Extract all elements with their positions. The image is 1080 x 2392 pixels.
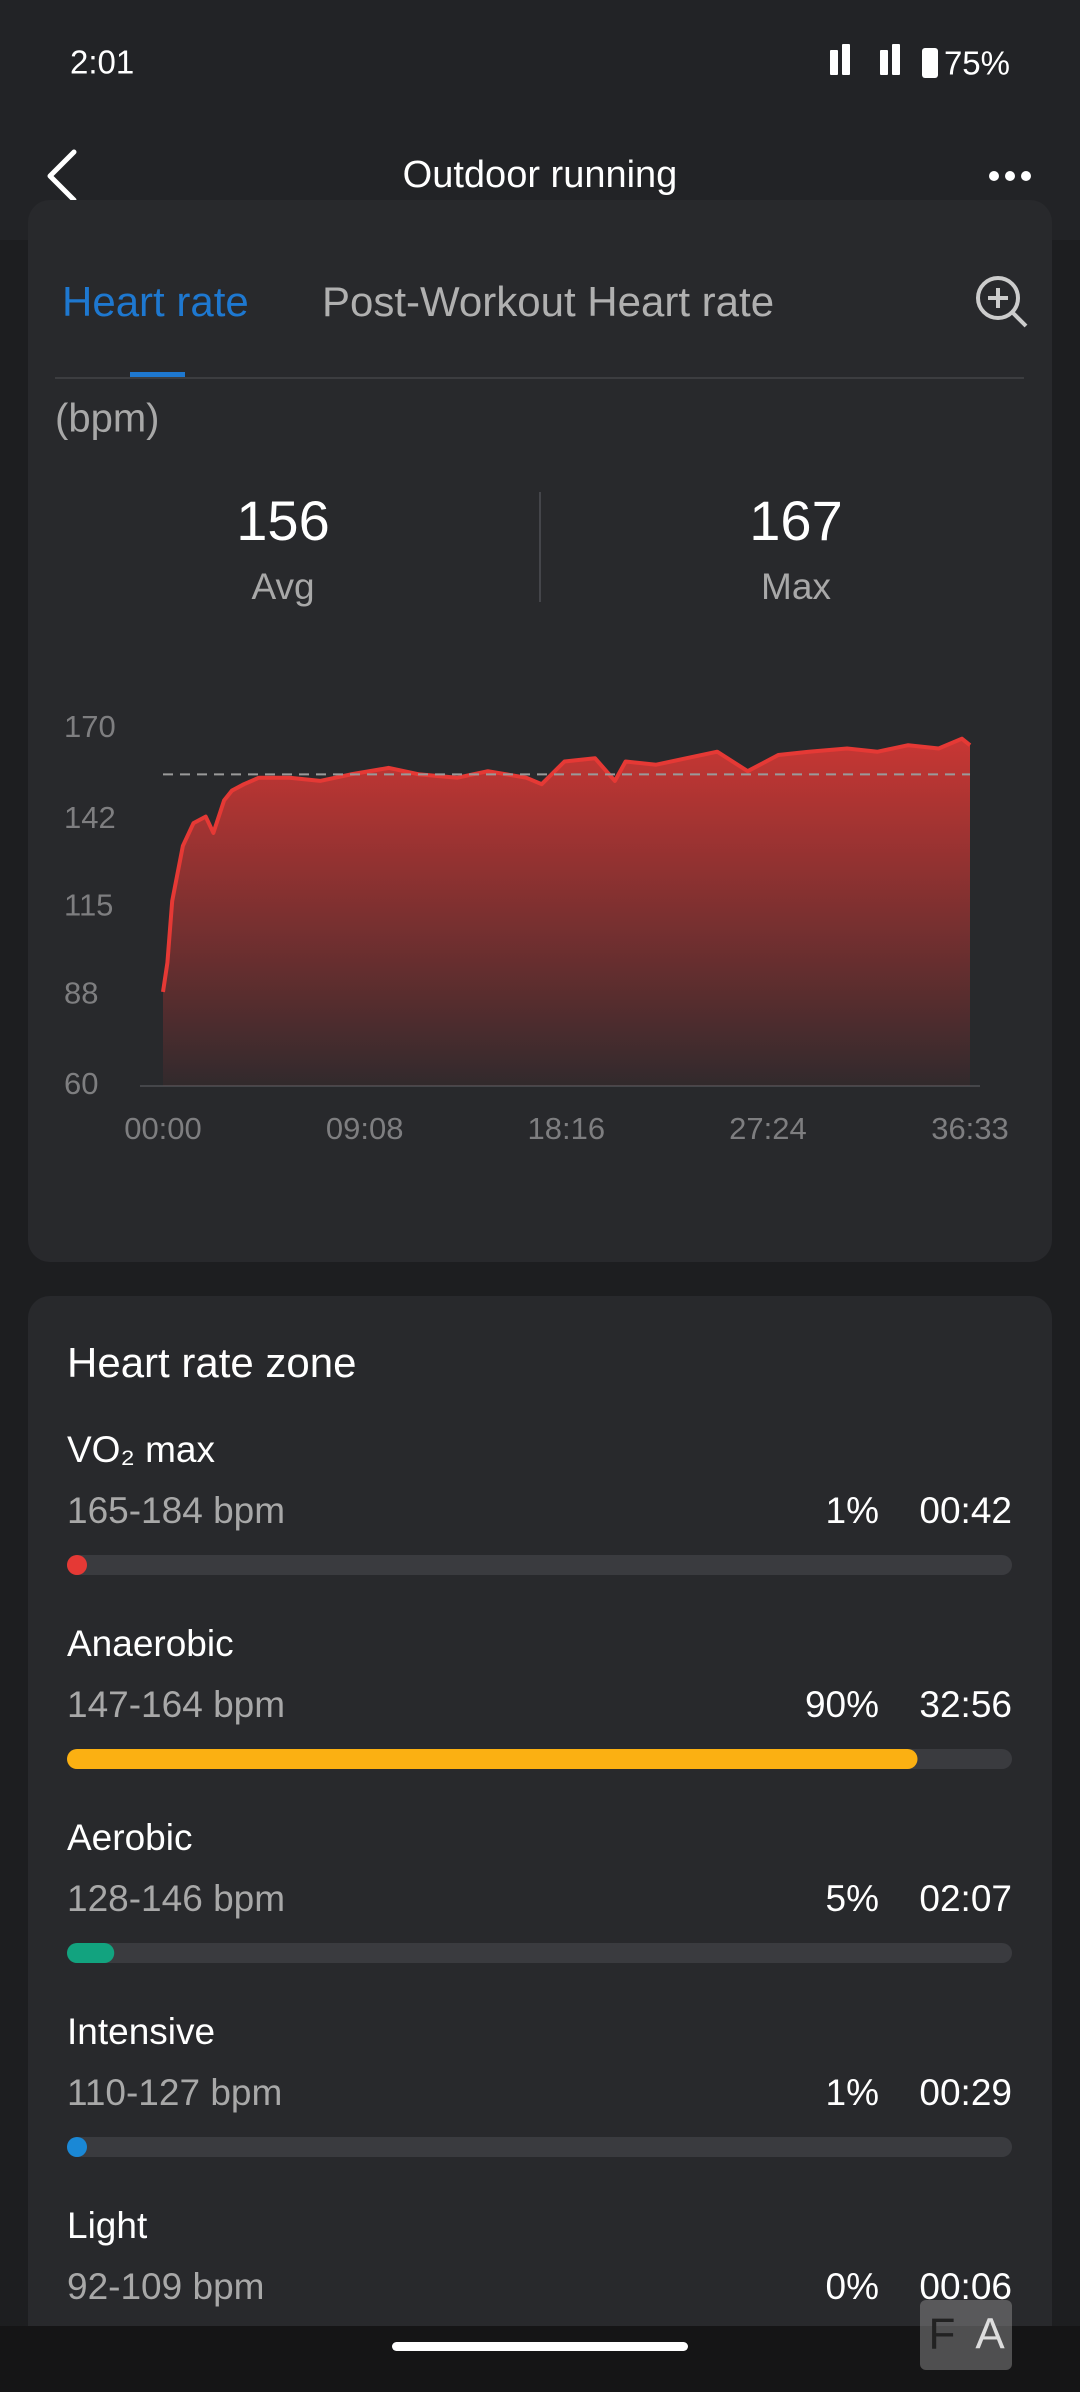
- avg-label: Avg: [251, 566, 314, 607]
- x-tick-label: 09:08: [326, 1111, 404, 1146]
- zone-name: Aerobic: [67, 1817, 192, 1858]
- x-tick-label: 27:24: [729, 1111, 807, 1146]
- dot: [989, 171, 999, 181]
- back-button[interactable]: [47, 149, 77, 203]
- zone-range: 165-184 bpm: [67, 1490, 285, 1531]
- page-title: Outdoor running: [403, 154, 678, 196]
- zone-percent: 1%: [826, 1490, 879, 1531]
- zone-title: Heart rate zone: [67, 1339, 357, 1386]
- zone-time: 02:07: [919, 1878, 1012, 1919]
- battery-icon: [922, 48, 938, 78]
- heart-rate-chart: 60 88 115 142 170 00:00 09:08 18:16 27:24 36:33: [64, 709, 1009, 1146]
- zone-name: VO₂ max: [67, 1429, 216, 1470]
- tab-indicator: [130, 372, 185, 377]
- y-tick-label: 170: [64, 709, 116, 744]
- more-button[interactable]: [989, 171, 1031, 181]
- area-fill: [163, 738, 970, 1086]
- zone-track: [67, 2137, 1012, 2157]
- dot: [1021, 171, 1031, 181]
- tab-active[interactable]: Heart rate: [62, 278, 249, 325]
- zone-bar: [67, 1555, 87, 1575]
- y-tick-label: 115: [64, 888, 113, 923]
- zone-percent: 90%: [805, 1684, 879, 1725]
- watermark: A: [975, 2310, 1005, 2359]
- zone-range: 128-146 bpm: [67, 1878, 285, 1919]
- y-tick-label: 142: [64, 800, 116, 835]
- zone-range: 92-109 bpm: [67, 2266, 264, 2307]
- zone-bar: [67, 2137, 87, 2157]
- max-label: Max: [761, 566, 831, 607]
- signal-icon: [830, 50, 838, 75]
- watermark: F: [929, 2310, 956, 2359]
- x-tick-label: 00:00: [124, 1111, 202, 1146]
- x-tick-label: 36:33: [931, 1111, 1009, 1146]
- chart-card: [28, 200, 1052, 1262]
- zone-name: Light: [67, 2205, 148, 2246]
- signal-icon: [892, 44, 900, 75]
- zoom-handle: [1011, 311, 1028, 328]
- zone-time: 00:29: [919, 2072, 1012, 2113]
- zone-time: 00:42: [919, 1490, 1012, 1531]
- battery-level: 75%: [944, 45, 1010, 82]
- zone-range: 110-127 bpm: [67, 2072, 282, 2113]
- zone-time: 00:06: [919, 2266, 1012, 2307]
- zone-percent: 5%: [826, 1878, 879, 1919]
- zone-range: 147-164 bpm: [67, 1684, 285, 1725]
- zoom-circle: [976, 276, 1020, 320]
- signal-icon: [880, 50, 888, 75]
- watermark-box: [920, 2300, 1012, 2370]
- y-tick-label: 60: [64, 1066, 98, 1101]
- x-tick-label: 18:16: [528, 1111, 606, 1146]
- zone-name: Anaerobic: [67, 1623, 234, 1664]
- zone-percent: 0%: [826, 2266, 879, 2307]
- nav-bar: [0, 2326, 1080, 2392]
- signal-icon: [842, 44, 850, 75]
- avg-value: 156: [236, 489, 329, 552]
- zone-bar: [67, 1943, 115, 1963]
- home-indicator[interactable]: [392, 2342, 688, 2351]
- zone-percent: 1%: [826, 2072, 879, 2113]
- dot: [1005, 171, 1015, 181]
- unit-label: (bpm): [55, 397, 159, 441]
- zone-bar: [67, 1749, 918, 1769]
- zone-track: [67, 1555, 1012, 1575]
- zone-name: Intensive: [67, 2011, 215, 2052]
- max-value: 167: [749, 489, 842, 552]
- y-tick-label: 88: [64, 975, 98, 1010]
- status-icons: [830, 44, 938, 78]
- status-time: 2:01: [70, 44, 134, 81]
- zone-time: 32:56: [919, 1684, 1012, 1725]
- zone-track: [67, 1943, 1012, 1963]
- tab[interactable]: Post-Workout Heart rate: [322, 278, 774, 325]
- zoom-button[interactable]: [976, 276, 1028, 328]
